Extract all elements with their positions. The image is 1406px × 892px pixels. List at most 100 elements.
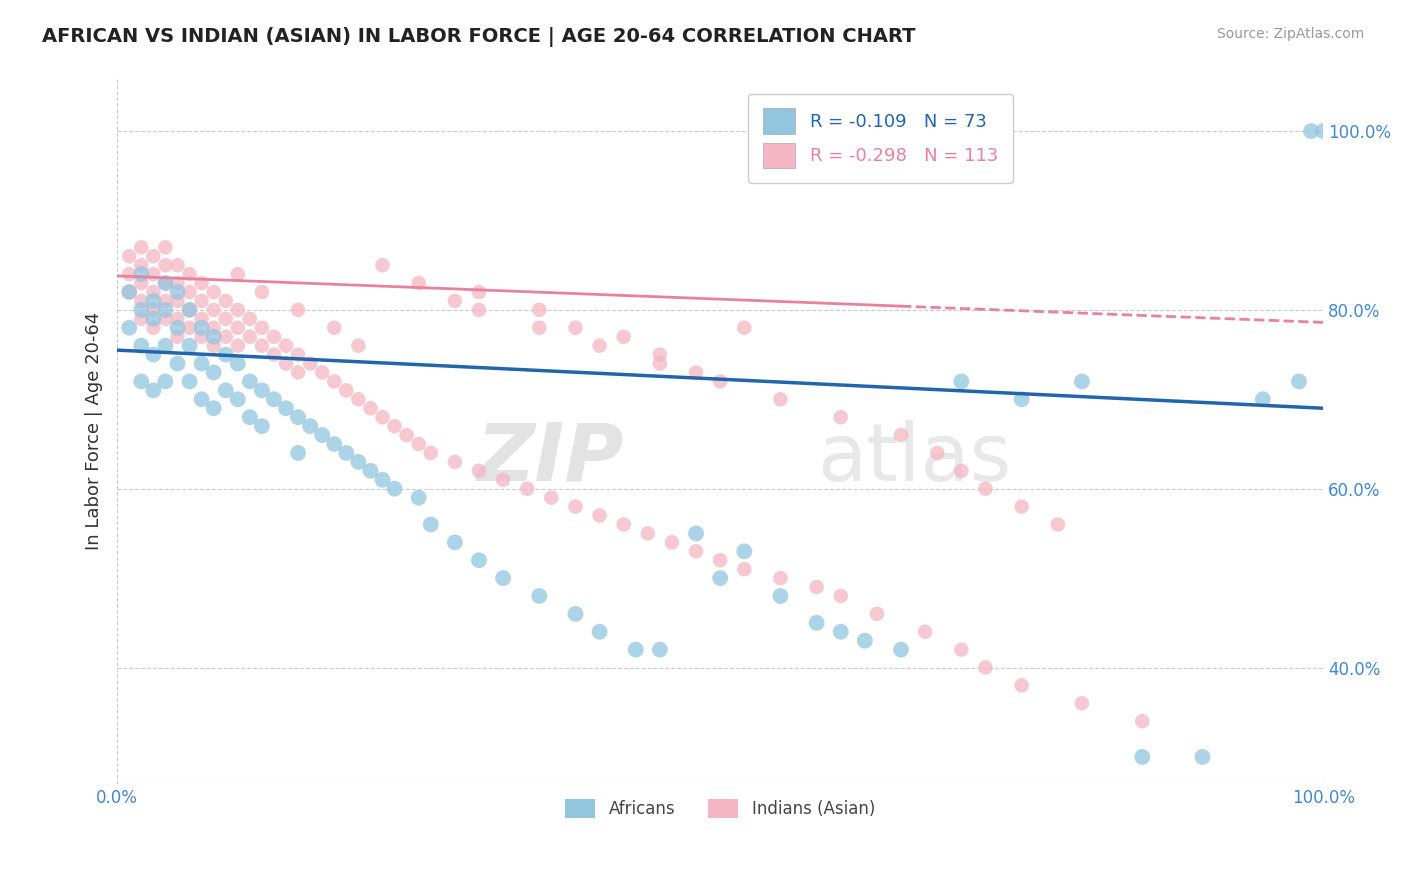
Point [853,633,876,648]
Point [287,348,309,362]
Point [142,384,165,398]
Point [166,258,188,272]
Point [311,428,333,442]
Point [950,464,973,478]
Point [311,366,333,380]
Point [274,401,297,416]
Point [226,392,249,407]
Point [335,446,357,460]
Point [516,482,538,496]
Point [179,285,201,299]
Point [287,366,309,380]
Point [190,293,212,308]
Point [914,624,936,639]
Point [142,302,165,317]
Point [529,302,551,317]
Point [709,571,731,585]
Point [226,357,249,371]
Point [131,258,153,272]
Text: atlas: atlas [817,420,1011,498]
Point [1251,392,1274,407]
Point [155,302,177,317]
Point [806,580,828,594]
Point [131,293,153,308]
Point [359,464,381,478]
Point [239,311,262,326]
Point [155,258,177,272]
Point [131,267,153,281]
Point [131,276,153,290]
Point [347,455,370,469]
Point [335,384,357,398]
Point [179,375,201,389]
Point [371,410,394,425]
Point [202,401,225,416]
Point [408,276,430,290]
Point [166,293,188,308]
Point [323,437,346,451]
Point [1130,750,1153,764]
Point [118,285,141,299]
Point [250,419,273,434]
Point [529,320,551,334]
Point [890,428,912,442]
Text: Source: ZipAtlas.com: Source: ZipAtlas.com [1216,27,1364,41]
Y-axis label: In Labor Force | Age 20-64: In Labor Force | Age 20-64 [86,311,103,549]
Point [263,329,285,343]
Point [131,311,153,326]
Point [1299,124,1322,138]
Point [202,320,225,334]
Point [215,329,238,343]
Point [179,320,201,334]
Point [142,348,165,362]
Point [529,589,551,603]
Point [202,366,225,380]
Point [564,320,586,334]
Point [118,320,141,334]
Point [709,375,731,389]
Point [890,642,912,657]
Point [1071,696,1094,710]
Point [769,392,792,407]
Point [155,276,177,290]
Point [202,302,225,317]
Point [239,329,262,343]
Point [155,339,177,353]
Point [564,607,586,621]
Point [648,642,671,657]
Point [190,392,212,407]
Point [384,419,406,434]
Point [323,375,346,389]
Point [215,384,238,398]
Point [588,624,610,639]
Point [613,517,636,532]
Point [226,320,249,334]
Point [179,267,201,281]
Point [190,320,212,334]
Point [637,526,659,541]
Point [661,535,683,549]
Point [733,320,755,334]
Point [564,500,586,514]
Point [733,544,755,558]
Point [492,473,515,487]
Point [588,339,610,353]
Point [179,302,201,317]
Point [384,482,406,496]
Point [250,320,273,334]
Point [613,329,636,343]
Point [371,258,394,272]
Point [347,339,370,353]
Text: AFRICAN VS INDIAN (ASIAN) IN LABOR FORCE | AGE 20-64 CORRELATION CHART: AFRICAN VS INDIAN (ASIAN) IN LABOR FORCE… [42,27,915,46]
Point [950,375,973,389]
Point [226,302,249,317]
Point [202,329,225,343]
Point [408,437,430,451]
Legend: Africans, Indians (Asian): Africans, Indians (Asian) [558,792,882,825]
Point [1011,392,1033,407]
Point [709,553,731,567]
Point [468,464,491,478]
Point [155,240,177,254]
Point [408,491,430,505]
Point [769,589,792,603]
